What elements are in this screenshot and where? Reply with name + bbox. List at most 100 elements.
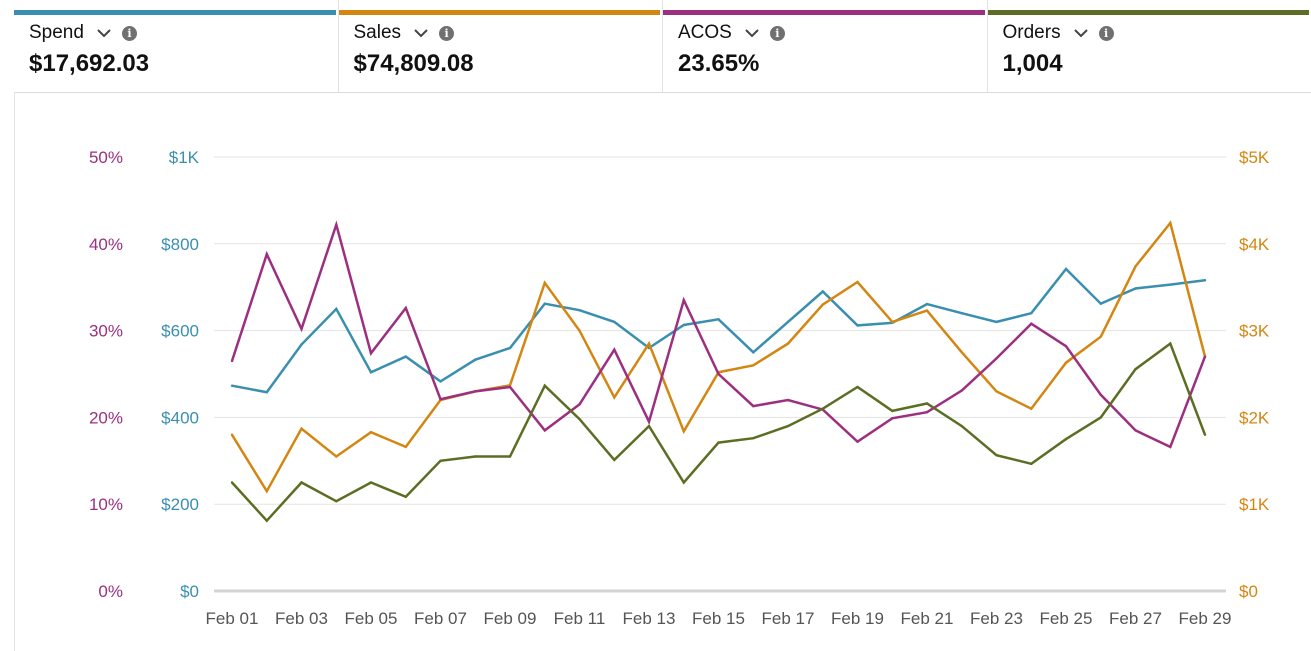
y-tick-label-sales: $3K (1239, 322, 1270, 341)
metric-card-spend[interactable]: Spend i $17,692.03 (14, 0, 339, 92)
data-point-sales (335, 455, 338, 458)
data-point-sales (543, 281, 546, 285)
data-point-orders (1099, 416, 1102, 419)
data-point-acos (925, 410, 929, 414)
data-point-spend (369, 371, 373, 374)
data-point-acos (369, 351, 373, 355)
info-icon[interactable]: i (769, 25, 785, 41)
chevron-down-icon[interactable] (96, 27, 112, 39)
data-point-orders (1134, 368, 1137, 371)
data-point-orders (752, 437, 755, 440)
data-point-orders (404, 495, 407, 499)
chevron-down-icon[interactable] (1073, 27, 1089, 39)
data-point-spend (300, 343, 303, 346)
data-point-orders (543, 384, 546, 387)
data-point-orders (369, 481, 373, 484)
series-line-acos (230, 220, 1207, 449)
data-point-spend (543, 302, 546, 305)
data-point-spend (439, 380, 442, 383)
data-point-acos (613, 348, 616, 351)
data-point-spend (821, 290, 824, 293)
x-tick-label: Feb 15 (692, 609, 745, 628)
data-point-sales (613, 396, 616, 399)
panel-border (14, 92, 15, 651)
y-tick-label-sales: $0 (1239, 582, 1258, 601)
y-tick-label-spend: $400 (161, 408, 199, 427)
data-point-sales (682, 430, 685, 433)
metric-value: 1,004 (1002, 50, 1063, 77)
data-point-acos (1169, 445, 1172, 449)
data-point-sales (300, 427, 303, 430)
data-point-acos (1134, 429, 1137, 432)
metric-color-bar (14, 10, 336, 15)
data-point-orders (1169, 342, 1172, 345)
data-point-acos (335, 223, 338, 226)
data-point-acos (1203, 355, 1207, 358)
info-icon[interactable]: i (439, 25, 455, 41)
data-point-sales (1134, 265, 1137, 268)
data-point-orders (891, 409, 894, 413)
x-tick-label: Feb 29 (1179, 609, 1232, 628)
data-point-acos (995, 357, 998, 360)
y-tick-label-acos: 10% (89, 495, 123, 514)
data-point-spend (1134, 287, 1137, 290)
data-point-orders (300, 481, 303, 484)
data-point-spend (335, 307, 338, 311)
data-point-orders (647, 424, 651, 428)
info-icon[interactable]: i (1098, 25, 1114, 41)
data-point-sales (925, 309, 929, 312)
data-point-spend (752, 351, 755, 354)
data-point-spend (995, 320, 998, 324)
data-point-orders (925, 402, 929, 405)
info-icon[interactable]: i (121, 25, 137, 41)
data-point-sales (752, 364, 755, 367)
data-point-sales (1030, 407, 1033, 410)
metric-card-acos[interactable]: ACOS i 23.65% (663, 0, 988, 92)
data-point-orders (1203, 433, 1207, 436)
data-point-spend (1064, 267, 1068, 271)
data-point-acos (786, 398, 790, 402)
data-point-sales (647, 342, 651, 345)
data-point-orders (439, 459, 442, 462)
data-point-spend (1099, 302, 1102, 305)
metric-color-bar (987, 10, 1309, 15)
data-point-spend (1169, 283, 1172, 286)
data-point-acos (856, 440, 859, 443)
data-point-sales (1169, 221, 1172, 225)
metric-card-orders[interactable]: Orders i 1,004 (987, 0, 1311, 92)
data-point-acos (578, 403, 581, 406)
data-point-orders (1064, 437, 1068, 441)
data-point-orders (230, 481, 234, 484)
metric-label: ACOS (678, 22, 732, 43)
chevron-down-icon[interactable] (413, 27, 429, 39)
data-point-orders (1030, 462, 1033, 466)
data-point-sales (891, 320, 894, 324)
data-point-orders (717, 441, 720, 444)
data-point-spend (856, 324, 859, 327)
data-point-sales (369, 430, 373, 434)
data-point-spend (1030, 312, 1033, 315)
metric-label: Sales (353, 22, 402, 43)
x-tick-label: Feb 11 (554, 609, 606, 628)
chevron-down-icon[interactable] (744, 27, 760, 39)
x-tick-label: Feb 27 (1109, 609, 1162, 628)
x-tick-label: Feb 23 (970, 609, 1023, 628)
y-tick-label-spend: $0 (180, 582, 199, 601)
data-point-sales (960, 351, 963, 354)
data-point-sales (1064, 361, 1068, 364)
data-point-sales (265, 489, 268, 493)
metric-card-sales[interactable]: Sales i $74,809.08 (338, 0, 663, 92)
metric-value: $17,692.03 (29, 50, 150, 77)
y-tick-label-acos: 30% (89, 322, 123, 341)
data-point-orders (821, 407, 824, 410)
y-tick-label-sales: $2K (1239, 408, 1270, 427)
data-point-orders (474, 455, 477, 458)
data-point-spend (925, 302, 929, 306)
data-point-sales (821, 303, 824, 306)
data-point-acos (508, 385, 512, 389)
y-tick-label-acos: 50% (89, 148, 123, 167)
data-point-sales (856, 280, 859, 284)
x-tick-label: Feb 09 (484, 609, 537, 628)
metric-label: Orders (1002, 22, 1061, 43)
